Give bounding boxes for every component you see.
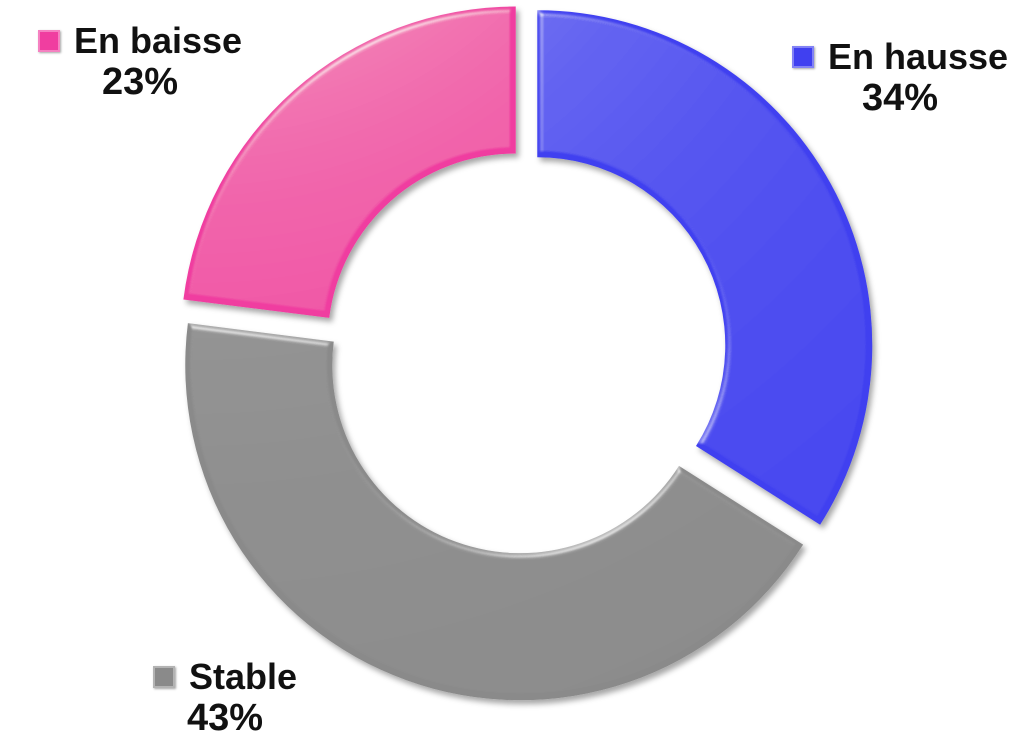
slice-percent-stable: 43% — [186, 697, 264, 740]
slice-en-hausse — [537, 10, 873, 525]
data-label-en-baisse: En baisse 23% — [5, 20, 275, 105]
slice-en-baisse — [183, 6, 516, 318]
slice-name-en-baisse: En baisse — [73, 20, 243, 61]
legend-swatch-en-hausse — [791, 45, 814, 68]
slice-stable — [185, 323, 804, 701]
slices-group — [183, 6, 873, 701]
legend-swatch-en-baisse — [37, 29, 60, 52]
slice-percent-en-hausse: 34% — [861, 77, 939, 120]
slice-percent-en-baisse: 23% — [101, 61, 179, 104]
slice-name-stable: Stable — [188, 656, 298, 697]
slice-name-en-hausse: En hausse — [827, 36, 1009, 77]
legend-swatch-stable — [152, 665, 175, 688]
data-label-stable: Stable 43% — [110, 656, 340, 741]
data-label-en-hausse: En hausse 34% — [780, 36, 1020, 121]
